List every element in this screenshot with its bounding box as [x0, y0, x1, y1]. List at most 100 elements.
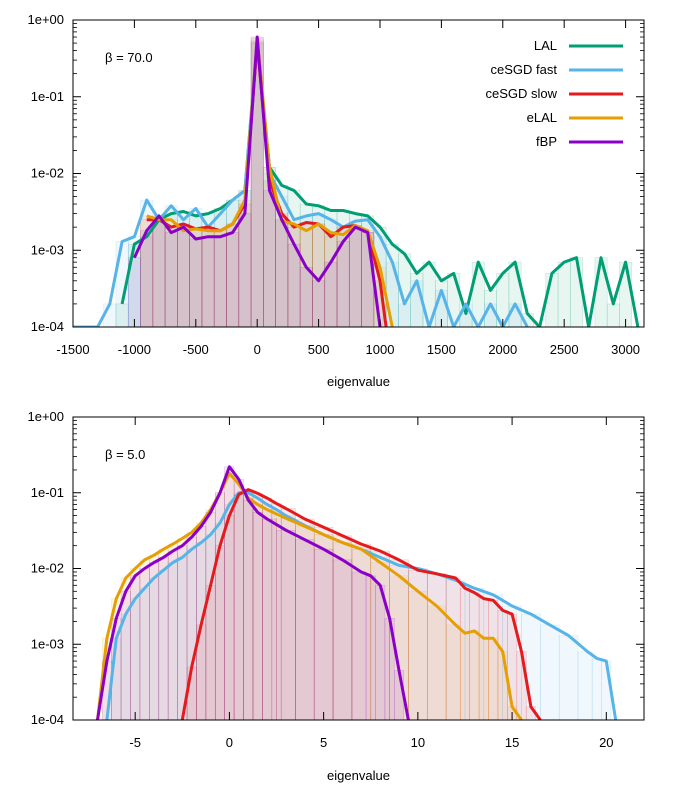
histogram-bar — [488, 637, 499, 720]
histogram-bar — [408, 591, 428, 720]
histogram-bar — [287, 243, 301, 327]
histogram-bar — [365, 575, 376, 720]
legend-label: ceSGD fast — [491, 62, 558, 77]
y-tick-label: 1e-02 — [31, 166, 64, 181]
x-tick-label: 0 — [226, 735, 233, 750]
histogram-bar — [445, 624, 461, 720]
histogram-bar — [238, 213, 252, 327]
histogram-bar — [233, 479, 244, 720]
series-line-fbp — [133, 35, 382, 327]
histogram-bar — [167, 550, 178, 720]
legend-label: LAL — [534, 38, 557, 53]
histogram-bar — [577, 651, 593, 720]
histogram-bar — [332, 559, 353, 720]
x-tick-label: 0 — [254, 342, 261, 357]
histogram-bar — [243, 499, 254, 720]
histogram-bar — [275, 219, 289, 327]
x-tick-label: 3000 — [611, 342, 640, 357]
histogram-bar — [570, 257, 583, 327]
chart-panel-1: 1e-04 1e-03 1e-02 1e-01 1e+00 -1500 -1000 -500 0… — [27, 12, 645, 389]
histogram-bar — [158, 557, 169, 720]
x-tick-label: 500 — [308, 342, 330, 357]
histogram-shading — [101, 466, 612, 720]
y-tick-label: 1e-03 — [31, 242, 64, 257]
histogram-bar — [164, 232, 178, 327]
series-line-cesgd-fast — [105, 491, 618, 720]
histogram-bar — [478, 637, 489, 720]
histogram-bar — [213, 236, 227, 327]
histogram-bar — [205, 512, 216, 720]
x-tick-label: 1500 — [427, 342, 456, 357]
histogram-bar — [140, 215, 154, 327]
x-tick-label: -1500 — [56, 342, 89, 357]
series-line-cesgd-slow — [180, 488, 542, 720]
histogram-bar — [459, 632, 470, 720]
beta-annotation: β = 5.0 — [105, 447, 145, 462]
histogram-bar — [558, 635, 579, 720]
x-tick-label: -1000 — [118, 342, 151, 357]
histogram-bar — [469, 630, 480, 720]
series-lines — [73, 35, 640, 327]
histogram-bar — [299, 266, 313, 327]
histogram-bar — [263, 190, 276, 327]
x-tick-label: 20 — [599, 735, 613, 750]
histogram-bar — [508, 303, 522, 327]
series-line-cesgd-fast — [73, 38, 529, 327]
histogram-bar — [426, 605, 447, 720]
histogram-bar — [177, 226, 190, 327]
y-tick-label: 1e-02 — [31, 561, 64, 576]
histogram-bar — [295, 539, 315, 720]
histogram-bar — [594, 257, 608, 327]
histogram-bar — [149, 562, 160, 720]
histogram-bar — [516, 651, 527, 720]
y-tick-label: 1e-04 — [31, 319, 64, 334]
y-tick-label: 1e-01 — [31, 485, 64, 500]
x-tick-label: 2500 — [550, 342, 579, 357]
histogram-bar — [398, 303, 411, 327]
y-tick-label: 1e+00 — [27, 409, 64, 424]
histogram-bar — [140, 230, 154, 327]
y-tick-label: 1e-01 — [31, 89, 64, 104]
histogram-bar — [313, 548, 334, 720]
histogram-bar — [103, 303, 117, 327]
legend-label: fBP — [536, 134, 557, 149]
histogram-bar — [591, 658, 602, 720]
x-tick-label: 5 — [320, 735, 327, 750]
chart-panel-2: 1e-04 1e-03 1e-02 1e-01 1e+00 -5 0 5 10 15 20 eigen… — [27, 409, 645, 783]
histogram-bar — [351, 571, 367, 720]
histogram-bar — [545, 273, 559, 327]
histogram-bar — [336, 241, 350, 327]
histogram-bar — [252, 512, 263, 720]
y-tick-label: 1e-04 — [31, 712, 64, 727]
series-line-fbp — [96, 465, 410, 720]
x-tick-label: 15 — [505, 735, 519, 750]
beta-annotation: β = 70.0 — [105, 50, 153, 65]
histogram-bar — [540, 624, 560, 720]
histogram-bar — [606, 303, 620, 327]
x-tick-label: 2000 — [488, 342, 517, 357]
x-tick-label: 10 — [411, 735, 425, 750]
histogram-bar — [484, 303, 497, 327]
histogram-shading — [103, 36, 633, 327]
histogram-bar — [375, 585, 386, 720]
legend-label: eLAL — [527, 110, 557, 125]
histogram-bar — [152, 215, 166, 327]
x-tick-label: -5 — [129, 735, 141, 750]
histogram-bar — [201, 236, 215, 327]
series-lines — [96, 465, 618, 720]
histogram-bar — [276, 529, 296, 720]
series-line-lal — [120, 41, 640, 327]
series-line-elal — [96, 471, 523, 720]
histogram-bar — [324, 261, 338, 327]
y-tick-label: 1e-03 — [31, 636, 64, 651]
legend-label: ceSGD slow — [485, 86, 557, 101]
x-tick-label: 1000 — [366, 342, 395, 357]
histogram-bar — [262, 518, 277, 720]
x-axis-label: eigenvalue — [327, 374, 390, 389]
histogram-bar — [189, 238, 203, 327]
histogram-bar — [557, 261, 571, 327]
histogram-bar — [348, 226, 362, 327]
y-tick-label: 1e+00 — [27, 12, 64, 27]
histogram-bar — [226, 232, 240, 327]
